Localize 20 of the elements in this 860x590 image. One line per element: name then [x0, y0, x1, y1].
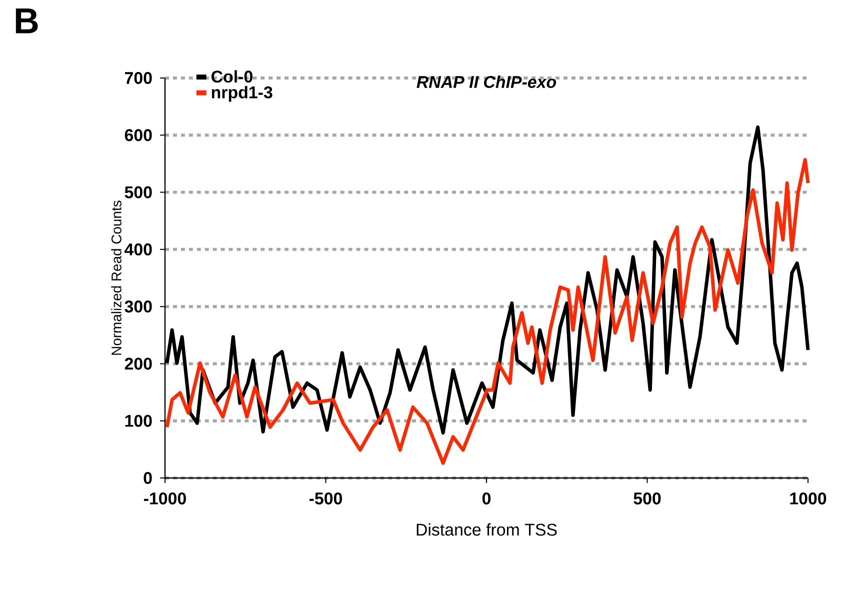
text: B: [16, 8, 38, 34]
x-tick-label: 1000: [790, 492, 826, 504]
x-tick-label: -500: [309, 492, 342, 504]
chart-title: RNAP II ChIP-exo: [416, 76, 556, 88]
line-series: [165, 158, 810, 465]
y-tick-label: 200: [124, 358, 152, 370]
x-tick-label: 0: [482, 492, 491, 504]
y-tick-label: 700: [124, 72, 152, 84]
y-axis-title: Normalized Read Counts: [111, 200, 122, 355]
y-tick-label: 0: [144, 472, 152, 484]
y-tick-label: 300: [124, 300, 152, 313]
y-tick-label: 500: [124, 186, 152, 198]
y-tick-label: 100: [125, 414, 152, 427]
y-tick-label: 600: [124, 129, 152, 142]
x-tick-label: 500: [634, 492, 661, 504]
y-tick-label: 400: [124, 243, 152, 256]
x-tick-label: -1000: [144, 492, 186, 504]
legend-label: Col-0: [211, 70, 252, 83]
x-axis-title: Distance from TSS: [416, 523, 557, 536]
legend-label: nrpd1-3: [212, 86, 272, 102]
